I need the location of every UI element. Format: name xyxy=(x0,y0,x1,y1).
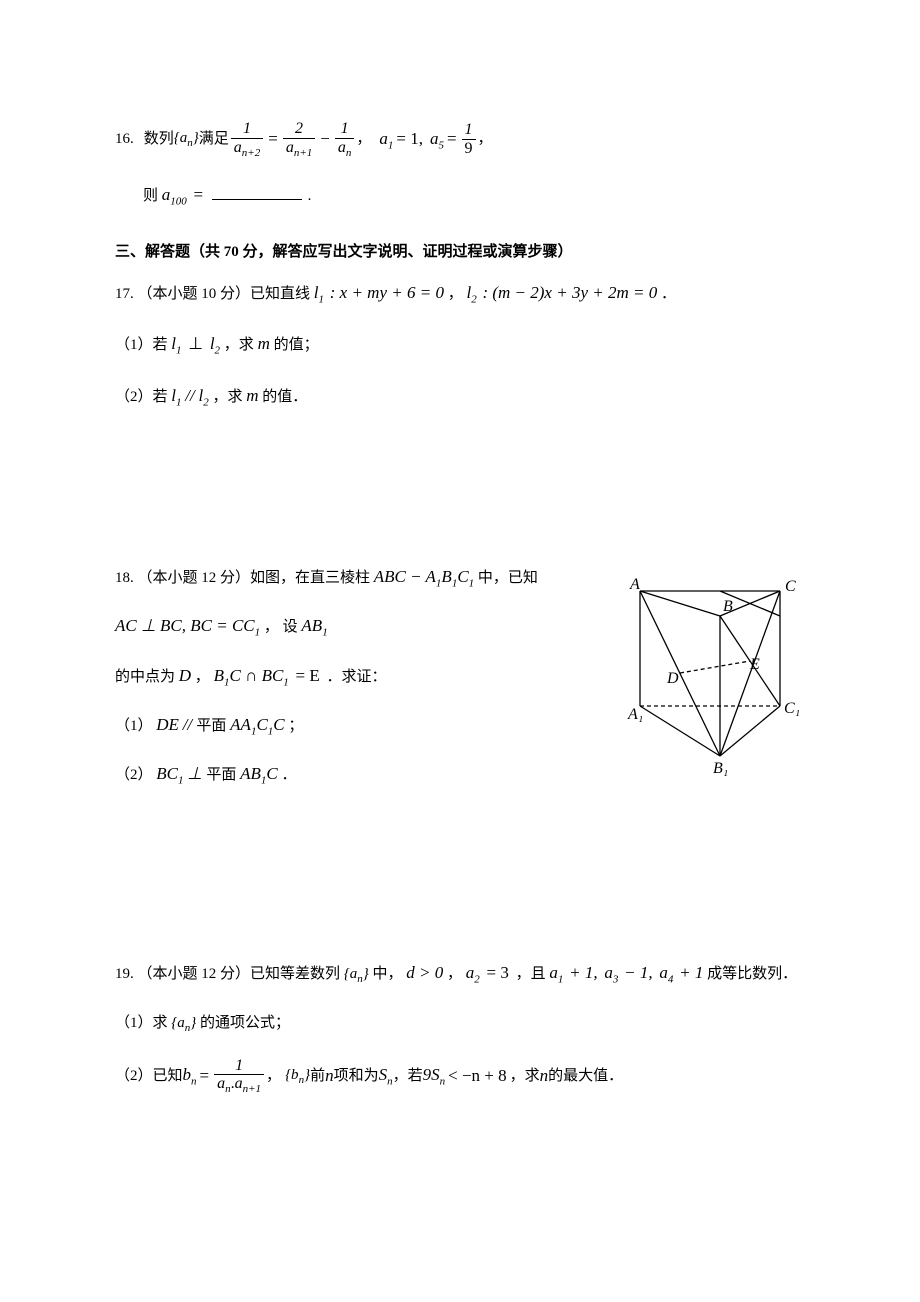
q17-part2: （2）若 l1 // l2 ，求 m 的值． xyxy=(115,380,810,413)
q18-part1: （1） DE // 平面 AA1C1C ； xyxy=(115,709,590,742)
section-3-header: 三、解答题（共 70 分，解答应写出文字说明、证明过程或演算步骤） xyxy=(115,240,810,261)
q19-line1: 19. （本小题 12 分）已知等差数列 {an} 中， d > 0 ， a2 … xyxy=(115,957,810,990)
q16-number: 16. xyxy=(115,125,134,154)
q18-line1: 18. （本小题 12 分）如图，在直三棱柱 ABC − A1B1C1 中，已知 xyxy=(115,561,590,594)
frac-1-over-an2: 1 an+2 xyxy=(231,120,263,159)
label-C: C xyxy=(785,578,796,595)
label-A1: A₁ xyxy=(627,706,643,723)
q18-block: 18. （本小题 12 分）如图，在直三棱柱 ABC − A1B1C1 中，已知… xyxy=(115,561,810,807)
frac-1-over-9: 1 9 xyxy=(462,121,476,157)
q18-line3: 的中点为 D ， B1C ∩ BC1 = E ．求证： xyxy=(115,660,590,693)
label-A: A xyxy=(629,576,640,593)
label-B: B xyxy=(723,598,733,615)
label-D: D xyxy=(666,670,679,687)
q19-part1: （1）求 {an} 的通项公式； xyxy=(115,1009,810,1039)
q17-part1: （1）若 l1 ⊥ l2 ，求 m 的值； xyxy=(115,328,810,361)
q16-line2: 则 a100 = . xyxy=(115,179,810,212)
q19-part2: （2）已知 bn = 1 an.an+1 ， {bn} 前n项和为 Sn ，若 … xyxy=(115,1057,810,1096)
label-E: E xyxy=(749,656,760,673)
q18-line2: AC ⊥ BC, BC = CC1 ， 设 AB1 xyxy=(115,610,590,643)
frac-2-over-an1: 2 an+1 xyxy=(283,120,315,159)
frac-bn: 1 an.an+1 xyxy=(214,1057,264,1096)
q16-pre: 数列 xyxy=(144,125,174,154)
q18-part2: （2） BC1 ⊥ 平面 AB1C ． xyxy=(115,758,590,791)
frac-1-over-an: 1 an xyxy=(335,120,355,159)
blank-fill-line xyxy=(212,199,302,200)
label-C1: C₁ xyxy=(784,700,800,717)
q17-line1: 17. （本小题 10 分）已知直线 l1 : x + my + 6 = 0 ，… xyxy=(115,277,810,310)
label-B1: B₁ xyxy=(713,760,728,777)
q16-line1: 16. 数列 {an} 满足 1 an+2 = 2 an+1 − 1 an ， … xyxy=(115,120,810,159)
q18-prism-figure: A C B A₁ C₁ B₁ D E xyxy=(610,561,810,781)
